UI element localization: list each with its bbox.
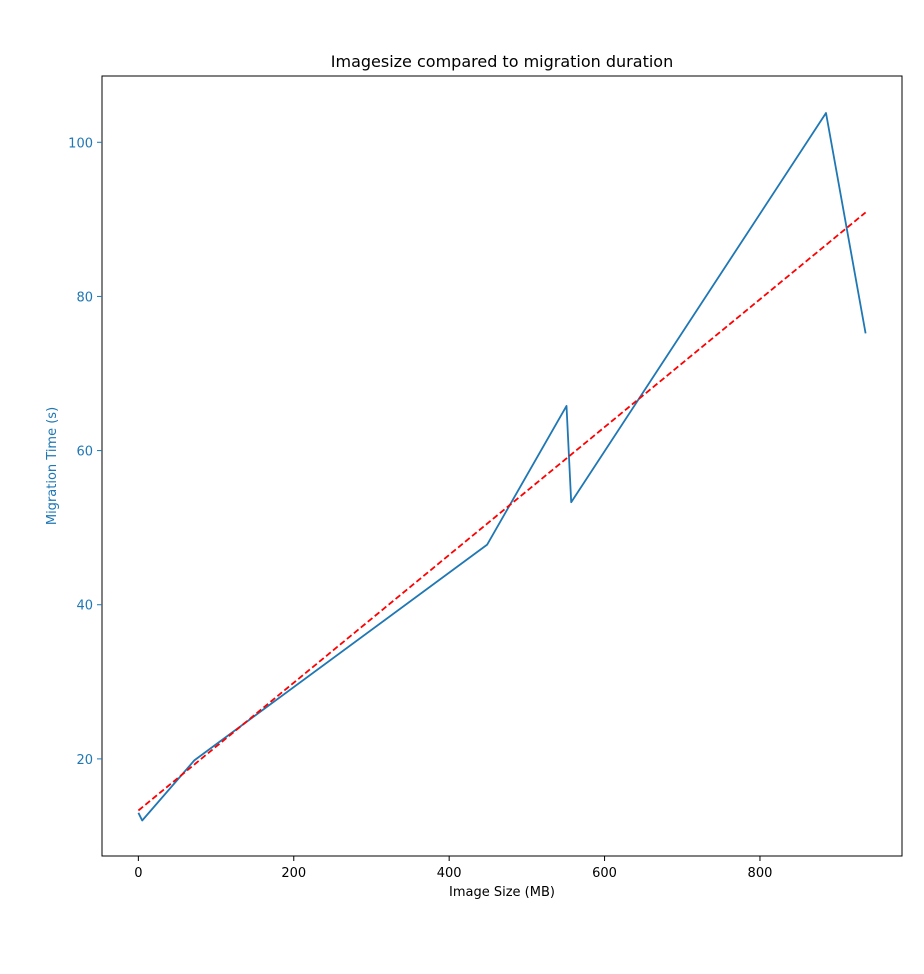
y-tick-label: 20 [76, 753, 93, 768]
y-tick-label: 40 [76, 599, 93, 614]
x-tick-label: 800 [748, 866, 773, 881]
axes-frame [101, 75, 903, 857]
y-tick-label: 100 [68, 136, 93, 151]
y-axis-label: Migration Time (s) [45, 407, 60, 525]
x-tick-label: 600 [592, 866, 617, 881]
plot-area [101, 75, 903, 857]
y-axis: 20 40 60 80 100 [68, 136, 102, 768]
migration-time-line [137, 112, 867, 822]
x-axis-label: Image Size (MB) [449, 885, 555, 900]
chart-title: Imagesize compared to migration duration [331, 52, 673, 71]
y-tick-label: 60 [76, 445, 93, 460]
x-tick-label: 400 [437, 866, 462, 881]
x-tick-label: 200 [281, 866, 306, 881]
x-tick-label: 0 [134, 866, 142, 881]
y-tick-label: 80 [76, 290, 93, 305]
series-layer [137, 112, 867, 822]
trend-line [137, 211, 867, 812]
x-axis: 0 200 400 600 800 [134, 856, 772, 881]
